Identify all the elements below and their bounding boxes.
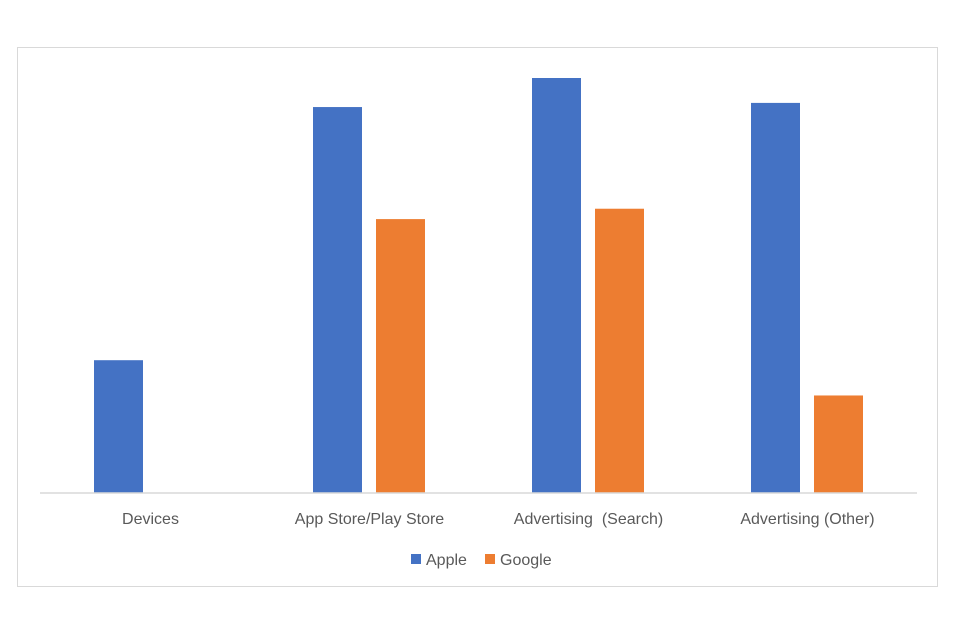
bar-apple-0 xyxy=(94,360,143,493)
legend-label-apple: Apple xyxy=(426,552,467,569)
bar-google-1 xyxy=(376,219,425,493)
category-label-1: App Store/Play Store xyxy=(295,511,445,528)
category-label-3: Advertising (Other) xyxy=(740,511,874,528)
bar-apple-2 xyxy=(532,78,581,493)
bars-group xyxy=(94,78,863,494)
bar-google-2 xyxy=(595,208,644,493)
legend: Apple Google xyxy=(411,552,552,569)
bar-apple-3 xyxy=(751,102,800,494)
category-labels: Devices App Store/Play Store Advertising (… xyxy=(122,511,875,528)
legend-swatch-apple xyxy=(411,554,421,564)
bar-google-3 xyxy=(814,395,863,493)
category-label-2: Advertising (Search) xyxy=(514,511,663,528)
legend-swatch-google xyxy=(485,554,495,564)
bar-apple-1 xyxy=(313,107,362,494)
category-label-0: Devices xyxy=(122,511,179,528)
legend-label-google: Google xyxy=(500,552,552,569)
